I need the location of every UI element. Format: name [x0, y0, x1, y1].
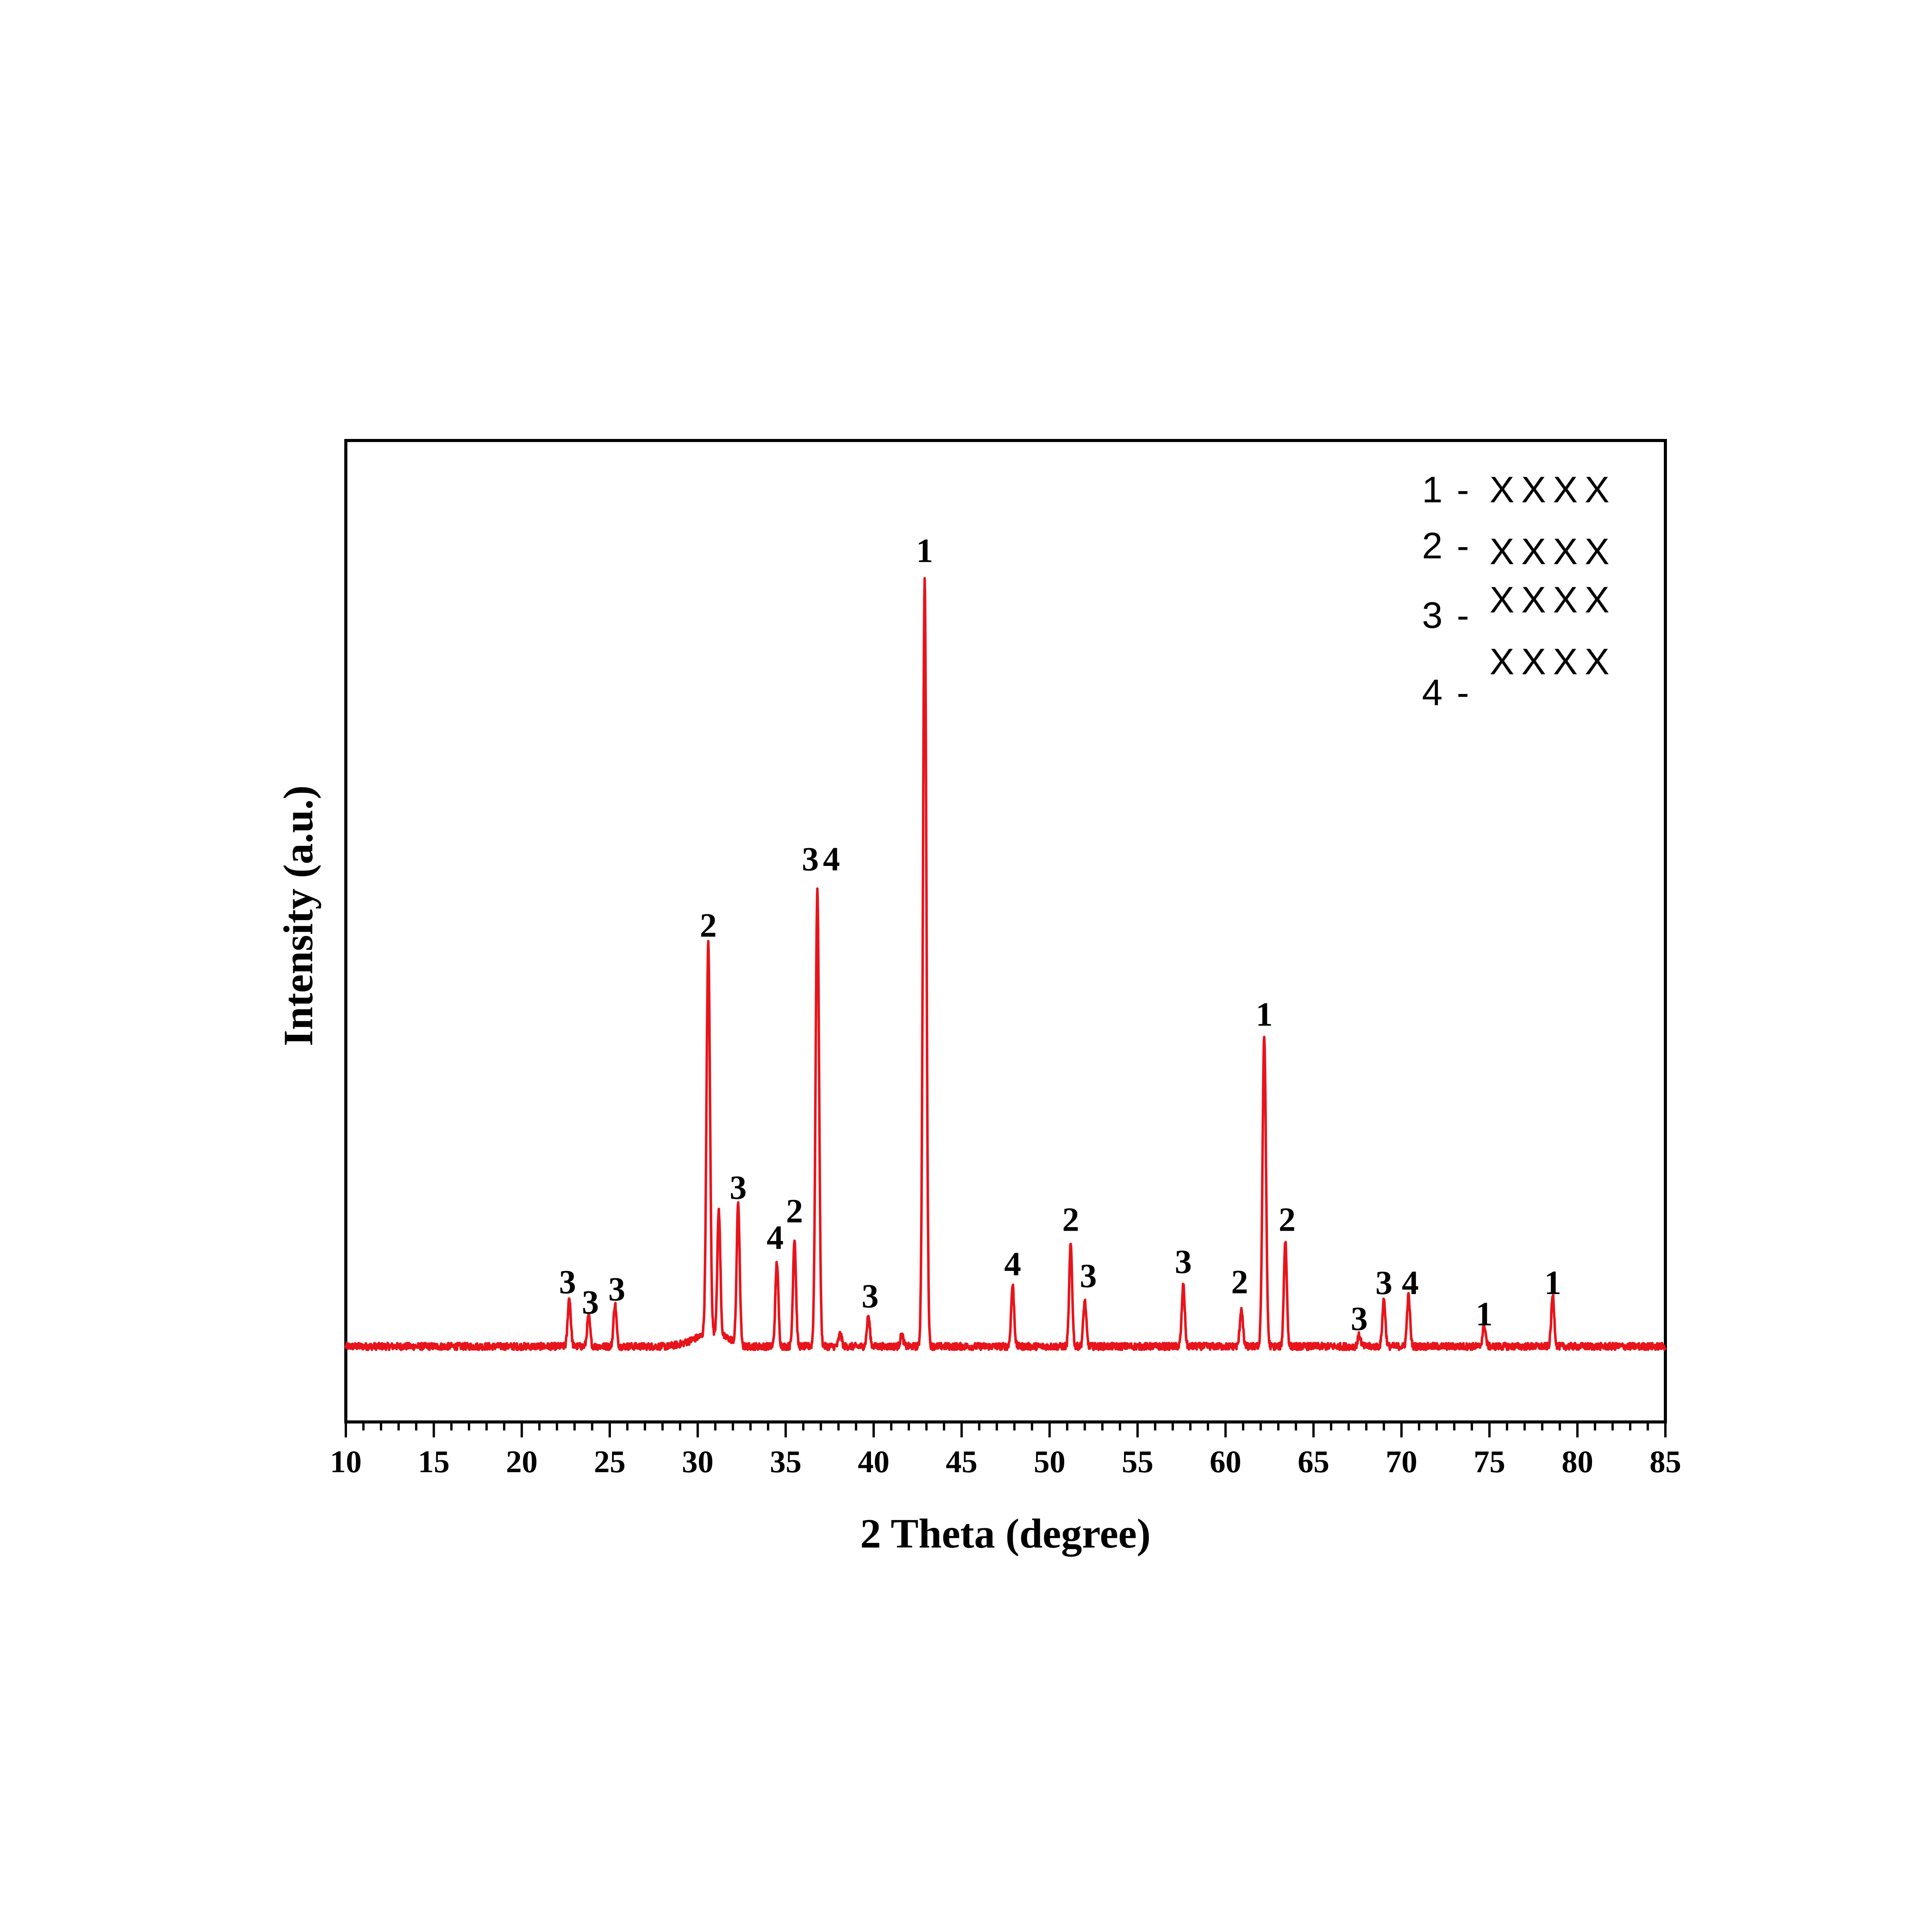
- peak-label: 3: [559, 1264, 576, 1301]
- x-axis-tick-labels: 10 15 20 25 30 35 40 45 50 55 60 65 70 75 80 85: [330, 1444, 1681, 1479]
- plot-frame: [344, 439, 1667, 1423]
- y-axis-title: Intensity (a.u.): [276, 785, 321, 1046]
- legend-dash: -: [1457, 672, 1469, 713]
- peak-label: 2: [1279, 1201, 1296, 1239]
- x-tick-label: 60: [1210, 1444, 1242, 1479]
- x-axis-ticks: [345, 1422, 1667, 1437]
- peak-label: 3: [1175, 1243, 1192, 1281]
- x-tick-label: 55: [1122, 1444, 1153, 1479]
- x-tick-label: 40: [858, 1444, 889, 1479]
- peak-label: 3: [1080, 1257, 1097, 1295]
- peak-label: 4: [767, 1219, 784, 1257]
- x-tick-label: 80: [1561, 1444, 1593, 1479]
- peak-label: 2: [1231, 1264, 1248, 1301]
- peak-label: 4: [1402, 1264, 1419, 1302]
- peak-label: 3: [608, 1270, 625, 1308]
- series-line-xrd: [344, 577, 1667, 1351]
- peak-label: 1: [1476, 1296, 1493, 1333]
- x-tick-label: 65: [1298, 1444, 1329, 1479]
- peak-label: 3: [730, 1169, 747, 1207]
- x-tick-label: 20: [506, 1444, 537, 1479]
- peak-label: 2: [786, 1192, 803, 1230]
- x-tick-label: 45: [946, 1444, 978, 1479]
- peak-label: 3: [582, 1284, 599, 1321]
- x-tick-label: 85: [1650, 1444, 1681, 1479]
- legend-dash: -: [1457, 525, 1469, 566]
- x-tick-label: 10: [330, 1444, 362, 1479]
- peak-label: 3: [862, 1278, 879, 1315]
- peak-label: 1: [1256, 996, 1273, 1033]
- peak-label: 1: [916, 532, 933, 570]
- legend-entry-text: XXXX: [1490, 469, 1616, 510]
- legend-entry-text: XXXX: [1490, 579, 1616, 621]
- legend-number: 3: [1422, 595, 1442, 636]
- x-tick-label: 35: [770, 1444, 801, 1479]
- legend-entry-text: XXXX: [1490, 641, 1616, 682]
- peak-label: 2: [1062, 1201, 1079, 1239]
- x-axis-title: 2 Theta (degree): [860, 1511, 1151, 1557]
- legend-dash: -: [1457, 469, 1469, 510]
- legend-dash: -: [1457, 595, 1469, 636]
- peak-label: 2: [700, 907, 717, 944]
- x-tick-label: 50: [1034, 1444, 1065, 1479]
- peak-label: 4: [1004, 1246, 1021, 1283]
- peak-label: 1: [1544, 1264, 1561, 1302]
- x-tick-label: 25: [594, 1444, 626, 1479]
- x-tick-label: 30: [682, 1444, 714, 1479]
- legend-entry-text: XXXX: [1490, 531, 1616, 572]
- x-tick-label: 70: [1386, 1444, 1417, 1479]
- legend-number: 4: [1422, 672, 1442, 713]
- x-tick-label: 75: [1474, 1444, 1505, 1479]
- legend-number: 1: [1422, 469, 1442, 510]
- legend-number: 2: [1422, 525, 1442, 566]
- x-tick-label: 15: [418, 1444, 450, 1479]
- peak-label: 3: [1351, 1300, 1368, 1338]
- peak-label: 3: [802, 840, 819, 878]
- peak-label: 4: [823, 840, 840, 878]
- peak-label: 3: [1375, 1264, 1392, 1302]
